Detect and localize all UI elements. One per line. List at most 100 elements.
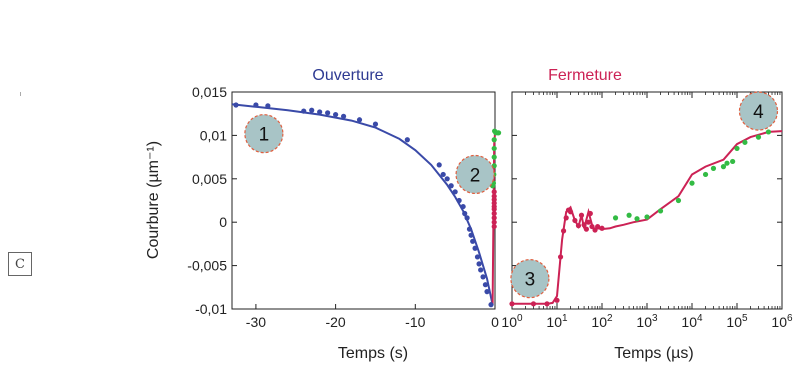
green-point xyxy=(734,145,740,152)
badge-circle xyxy=(244,114,284,154)
opening-point xyxy=(436,162,442,168)
closing-point xyxy=(491,210,497,217)
opening-point xyxy=(474,254,481,260)
opening-point xyxy=(372,121,379,127)
green-point xyxy=(675,197,682,204)
x-tick-label: -10 xyxy=(405,314,425,330)
green-point xyxy=(755,134,762,140)
opening-point xyxy=(460,203,466,210)
badge-circle xyxy=(510,259,550,299)
closing-point xyxy=(575,223,582,229)
closing-point xyxy=(567,209,574,215)
y-tick-label: 0,01 xyxy=(200,127,227,143)
opening-panel: Ouverture Courbure (µm⁻¹) Temps (s) 0,01… xyxy=(145,67,502,362)
closing-point xyxy=(587,210,593,217)
badge-label: 3 xyxy=(525,270,536,291)
opening-point xyxy=(440,171,446,178)
closing-title: Fermeture xyxy=(548,67,622,84)
closing-point xyxy=(578,212,585,218)
opening-point xyxy=(476,261,482,267)
closing-point xyxy=(585,219,592,225)
closing-x-axis-label: Temps (µs) xyxy=(614,345,693,362)
opening-point xyxy=(480,274,486,280)
opening-point xyxy=(317,109,323,115)
x-tick-label: 106 xyxy=(771,313,793,330)
x-tick-label: 101 xyxy=(546,313,568,330)
x-tick-label: 0 xyxy=(491,314,499,330)
badge-label: 1 xyxy=(259,125,270,146)
closing-point xyxy=(581,222,587,228)
closing-point xyxy=(491,215,497,221)
closing-point xyxy=(491,189,497,195)
green-point xyxy=(720,164,727,170)
badge-label: 2 xyxy=(470,165,481,186)
closing-panel: Fermeture Temps (µs) 100 101 102 103 104 105 1… xyxy=(501,67,793,362)
green-point xyxy=(730,158,736,165)
green-point xyxy=(626,212,632,218)
opening-point xyxy=(233,102,239,108)
opening-point xyxy=(325,110,331,116)
closing-point xyxy=(572,217,578,224)
panel-letter-c: C xyxy=(8,252,32,276)
green-point xyxy=(689,180,695,186)
stage-badge: 2 xyxy=(455,154,495,195)
green-point xyxy=(495,130,502,136)
y-tick-label: 0,015 xyxy=(192,84,227,100)
x-tick-label: 104 xyxy=(681,313,703,330)
y-tick-label: 0 xyxy=(219,214,227,230)
green-point xyxy=(491,154,497,160)
stage-badge: 1 xyxy=(244,114,284,154)
green-point xyxy=(634,216,640,222)
closing-point xyxy=(599,225,605,231)
opening-point xyxy=(468,232,474,238)
green-point xyxy=(710,165,717,171)
green-point xyxy=(724,160,730,166)
x-tick-label: -20 xyxy=(325,314,345,330)
stage-badge: 4 xyxy=(738,91,779,131)
closing-point xyxy=(530,301,537,307)
closing-point xyxy=(491,193,497,199)
opening-point xyxy=(340,113,347,119)
y-tick-label: 0,005 xyxy=(192,171,227,187)
green-point xyxy=(765,129,772,135)
closing-point xyxy=(544,301,550,307)
x-tick-label: 105 xyxy=(726,313,748,330)
opening-point xyxy=(472,245,478,251)
opening-point xyxy=(484,289,490,295)
opening-point xyxy=(301,108,307,114)
closing-point xyxy=(491,223,497,230)
opening-point xyxy=(448,183,454,189)
y-axis-label: Courbure (µm⁻¹) xyxy=(145,141,162,259)
green-point xyxy=(742,139,748,145)
opening-point xyxy=(456,197,462,204)
y-tick-label: -0,005 xyxy=(187,258,227,274)
opening-point xyxy=(253,102,259,108)
closing-point xyxy=(509,301,515,307)
opening-x-axis-label: Temps (s) xyxy=(338,345,408,362)
green-point xyxy=(491,145,497,152)
green-point xyxy=(491,137,497,143)
badge-circle xyxy=(455,154,495,195)
opening-point xyxy=(265,103,271,109)
opening-point xyxy=(478,267,484,273)
closing-point xyxy=(595,223,601,230)
stray-mark xyxy=(20,92,21,96)
x-tick-label: 100 xyxy=(501,313,523,330)
opening-point xyxy=(470,238,476,244)
green-point xyxy=(612,215,619,221)
opening-point xyxy=(404,137,410,143)
stage-badge: 3 xyxy=(510,259,550,299)
opening-point xyxy=(444,176,450,182)
badge-label: 4 xyxy=(753,102,764,123)
closing-point xyxy=(491,219,497,225)
green-point xyxy=(702,171,709,178)
opening-point xyxy=(309,107,315,113)
y-tick-label: -0,01 xyxy=(195,301,227,317)
x-tick-label: -30 xyxy=(246,314,266,330)
closing-point xyxy=(557,254,564,260)
opening-point xyxy=(482,282,489,288)
closing-point xyxy=(554,297,560,303)
opening-point xyxy=(464,215,470,221)
closing-plot-frame xyxy=(511,91,783,310)
